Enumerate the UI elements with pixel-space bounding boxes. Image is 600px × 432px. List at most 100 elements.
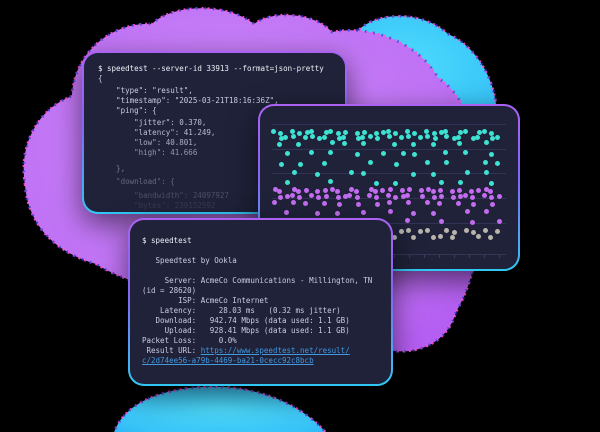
chart-dot-cyan-band <box>367 133 373 139</box>
chart-dot-cyan-band <box>400 150 406 156</box>
chart-dot-cyan-band <box>381 150 387 156</box>
chart-dot-purple-band <box>289 192 295 198</box>
chart-dot-cyan-band <box>443 128 449 134</box>
chart-dot-cyan-band <box>270 128 276 134</box>
x-axis-tick <box>454 254 455 258</box>
terminal-line: "latency": 41.249, <box>98 128 216 137</box>
chart-dot-cyan-band <box>494 160 500 166</box>
chart-dot-purple-band <box>349 186 355 192</box>
chart-dot-purple-band <box>342 193 348 199</box>
chart-dot-cyan-band <box>330 139 336 145</box>
chart-dot-purple-band <box>276 188 282 194</box>
gridline <box>272 124 506 125</box>
chart-dot-purple-band <box>462 192 468 198</box>
chart-dot-cyan-band <box>278 135 284 141</box>
chart-dot-gray-band <box>449 234 455 240</box>
chart-dot-purple-band <box>400 193 406 199</box>
chart-dot-gray-band <box>444 227 450 233</box>
chart-dot-cyan-band <box>340 134 346 140</box>
chart-dot-purple-band <box>488 188 494 194</box>
chart-dot-cyan-band <box>490 135 496 141</box>
chart-dot-cyan-band <box>367 159 373 165</box>
gridline <box>272 149 506 150</box>
chart-dot-cyan-band <box>297 130 303 136</box>
chart-dot-cyan-band <box>304 129 310 135</box>
chart-dot-cyan-band <box>302 134 308 140</box>
chart-dot-purple-band <box>481 192 487 198</box>
chart-dot-purple-band <box>406 186 412 192</box>
terminal-line: "timestamp": "2025-03-21T18:16:36Z", <box>98 96 279 105</box>
chart-dot-cyan-band <box>444 133 450 139</box>
chart-dot-cyan-band <box>308 149 314 155</box>
chart-dot-cyan-band <box>483 139 489 145</box>
chart-dot-gray-band <box>417 228 423 234</box>
chart-dot-purple-band <box>450 194 456 200</box>
result-terminal-body: $ speedtest Speedtest by Ookla Server: A… <box>130 220 391 384</box>
terminal-line: (id = 28620) <box>142 286 197 295</box>
terminal-line: Speedtest by Ookla <box>142 256 237 265</box>
chart-dot-purple-band <box>411 210 417 216</box>
chart-dot-purple-band <box>374 201 380 207</box>
terminal-line: $ speedtest --server-id 33913 --format=j… <box>98 64 324 73</box>
chart-dot-cyan-band <box>374 135 380 141</box>
chart-dot-purple-band <box>489 194 495 200</box>
terminal-line: "download": { <box>98 177 175 186</box>
chart-dot-cyan-band <box>411 171 417 177</box>
x-axis-tick <box>499 254 500 258</box>
chart-dot-purple-band <box>284 209 290 215</box>
chart-dot-purple-band <box>354 194 360 200</box>
chart-dot-cyan-band <box>430 171 436 177</box>
chart-dot-cyan-band <box>361 140 367 146</box>
chart-dot-cyan-band <box>362 129 368 135</box>
chart-dot-purple-band <box>291 186 297 192</box>
chart-dot-purple-band <box>303 187 309 193</box>
chart-dot-cyan-band <box>341 140 347 146</box>
chart-dot-gray-band <box>437 233 443 239</box>
chart-dot-purple-band <box>336 201 342 207</box>
chart-dot-cyan-band <box>393 180 399 186</box>
result-url-link[interactable]: c/2d74ee56-a79b-4469-ba21-0cecc92c8bcb <box>142 356 314 365</box>
chart-dot-purple-band <box>483 208 489 214</box>
chart-dot-purple-band <box>316 194 322 200</box>
chart-dot-gray-band <box>425 227 431 233</box>
x-axis-tick <box>469 254 470 258</box>
chart-dot-cyan-band <box>317 135 323 141</box>
gridline <box>272 198 506 199</box>
chart-dot-purple-band <box>290 199 296 205</box>
terminal-line: "ping": { <box>98 106 157 115</box>
chart-dot-cyan-band <box>443 149 449 155</box>
terminal-line: "high": 41.666 <box>98 148 198 157</box>
terminal-line: "bytes": 239152592 <box>98 201 216 210</box>
chart-dot-purple-band <box>469 219 475 225</box>
chart-dot-cyan-band <box>308 128 314 134</box>
chart-dot-cyan-band <box>354 130 360 136</box>
chart-dot-cyan-band <box>283 134 289 140</box>
chart-dot-purple-band <box>405 199 411 205</box>
chart-dot-purple-band <box>470 201 476 207</box>
chart-dot-purple-band <box>285 193 291 199</box>
chart-dot-purple-band <box>368 186 374 192</box>
chart-dot-purple-band <box>322 187 328 193</box>
terminal-line: Packet Loss: 0.0% <box>142 336 237 345</box>
chart-dot-cyan-band <box>298 161 304 167</box>
terminal-line: Download: 942.74 Mbps (data used: 1.1 GB… <box>142 316 350 325</box>
chart-dot-cyan-band <box>425 133 431 139</box>
chart-dot-cyan-band <box>481 128 487 134</box>
chart-dot-cyan-band <box>392 141 398 147</box>
chart-dot-purple-band <box>393 194 399 200</box>
terminal-line: }, <box>98 164 126 173</box>
chart-dot-cyan-band <box>385 128 391 134</box>
result-url-link[interactable]: https://www.speedtest.net/result/ <box>200 346 350 355</box>
chart-dot-cyan-band <box>393 130 399 136</box>
chart-dot-purple-band <box>347 192 353 198</box>
chart-dot-cyan-band <box>470 135 476 141</box>
chart-dot-purple-band <box>330 186 336 192</box>
x-axis-tick <box>484 254 485 258</box>
chart-dot-cyan-band <box>477 129 483 135</box>
chart-dot-cyan-band <box>276 141 282 147</box>
chart-dot-cyan-band <box>291 169 297 175</box>
chart-dot-purple-band <box>490 201 496 207</box>
x-axis-tick <box>424 254 425 258</box>
chart-dot-purple-band <box>271 199 277 205</box>
chart-dot-purple-band <box>437 187 443 193</box>
